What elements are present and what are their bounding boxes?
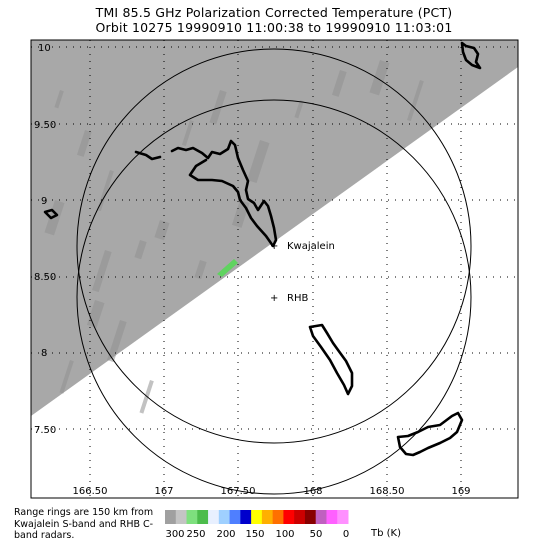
lat-tick-10: 10: [38, 43, 51, 54]
swath-streak: [154, 220, 170, 241]
colorbar-swatch: [283, 510, 295, 524]
colorbar-swatch: [251, 510, 263, 524]
colorbar-swatch: [208, 510, 220, 524]
colorbar-unit: Tb (K): [371, 528, 401, 539]
swath-streak: [92, 250, 112, 293]
colorbar-swatch: [261, 510, 274, 524]
swath-streak: [247, 140, 270, 184]
map-subtitle: Orbit 10275 19990910 11:00:38 to 1999091…: [95, 20, 453, 35]
colorbar-label-250: 250: [186, 529, 205, 540]
swath-streak: [331, 70, 347, 97]
lon-tick-168: 168: [303, 486, 322, 497]
kwajalein-atoll-coastline: [134, 139, 278, 248]
south-atoll-coastline: [396, 411, 464, 457]
southeast-atoll-coastline: [308, 323, 354, 396]
west-island-coastline: [43, 208, 59, 220]
map-frame: [30, 39, 519, 499]
axis-tick-labels: 166.50 167 167.50 168 168.50 169 10 9.50…: [34, 43, 471, 497]
colorbar-swatch: [175, 510, 188, 524]
radar-sites: + Kwajalein + RHB: [270, 241, 335, 304]
colorbar-label-0: 0: [343, 529, 349, 540]
low-pct-pixel: [217, 259, 238, 277]
colorbar-swatch: [197, 510, 209, 524]
colorbar-label-50: 50: [310, 529, 323, 540]
colorbar-swatch: [165, 510, 177, 524]
rhb-marker: +: [270, 293, 278, 304]
colorbar-swatch: [186, 510, 198, 524]
swath-streak: [369, 60, 390, 96]
swath-streak: [97, 170, 114, 212]
kwajalein-marker: +: [270, 241, 278, 252]
swath-streak: [209, 89, 227, 125]
swath-streak: [107, 320, 127, 363]
colorbar-swatch: [272, 510, 284, 524]
map-title: TMI 85.5 GHz Polarization Corrected Temp…: [95, 5, 453, 20]
colorbar-label-100: 100: [275, 529, 294, 540]
rhb-range-ring: [76, 99, 472, 495]
swath-streak: [181, 120, 194, 146]
rhb-label: RHB: [287, 293, 308, 304]
lon-tick-166-50: 166.50: [73, 486, 108, 497]
northeast-atoll-coastline: [460, 41, 482, 70]
colorbar-swatch: [304, 510, 317, 524]
lon-tick-168-50: 168.50: [370, 486, 405, 497]
colorbar-label-200: 200: [216, 529, 235, 540]
colorbar-label-300: 300: [165, 529, 184, 540]
colorbar-label-150: 150: [245, 529, 264, 540]
colorbar-swatch: [337, 510, 349, 524]
lat-tick-9-50: 9.50: [34, 120, 56, 131]
lat-tick-9: 9: [41, 196, 47, 207]
swath-streak: [194, 260, 207, 280]
range-ring-note: Range rings are 150 km from Kwajalein S-…: [14, 507, 154, 541]
colorbar-swatch: [326, 510, 338, 524]
lon-tick-169: 169: [451, 486, 470, 497]
range-rings: [76, 48, 472, 495]
colorbar-swatch: [240, 510, 252, 524]
swath-streak: [44, 200, 65, 236]
swath-streak: [59, 360, 74, 394]
lat-tick-8: 8: [41, 348, 47, 359]
colorbar-swatch: [315, 510, 327, 524]
lat-tick-8-50: 8.50: [34, 272, 56, 283]
lon-tick-167-50: 167.50: [221, 486, 256, 497]
coastlines: [43, 41, 482, 457]
kwajalein-range-ring: [76, 48, 472, 444]
lat-tick-7-50: 7.50: [34, 425, 56, 436]
colorbar-swatch: [218, 510, 231, 524]
swath-streak: [407, 80, 424, 122]
lon-tick-167: 167: [154, 486, 173, 497]
swath-streak: [294, 100, 304, 119]
colorbar-labels: 300 250 200 150 100 50 0: [165, 529, 349, 540]
kwajalein-label: Kwajalein: [287, 241, 335, 252]
swath-streak: [54, 90, 64, 109]
swath-streak: [76, 130, 92, 157]
colorbar-swatch: [294, 510, 306, 524]
colorbar-swatch: [229, 510, 241, 524]
colorbar: [165, 510, 349, 524]
swath-streak: [134, 240, 147, 260]
